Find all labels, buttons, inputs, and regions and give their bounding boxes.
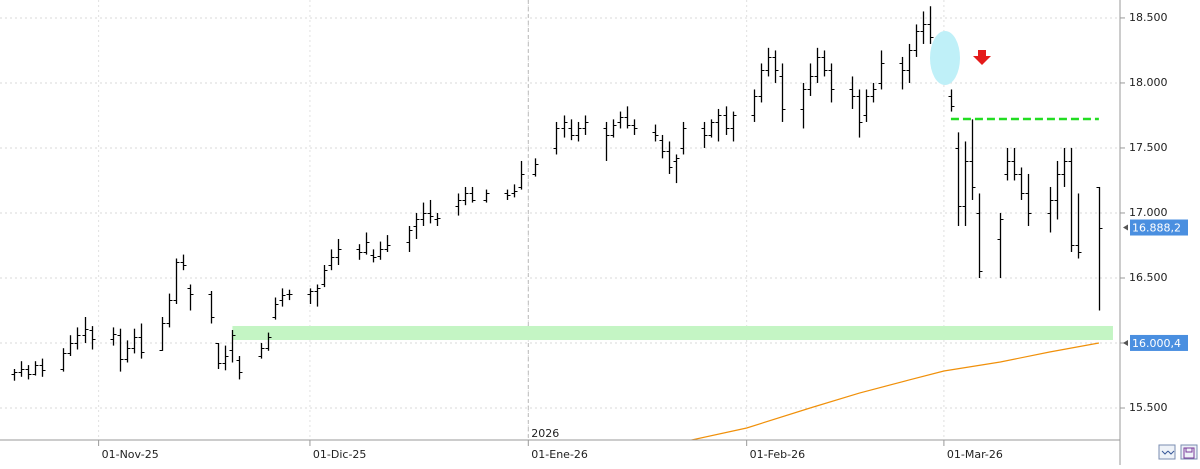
last-price-box bbox=[1130, 219, 1188, 236]
x-tick-label: 01-Dic-25 bbox=[313, 448, 367, 461]
highlight-ellipse bbox=[930, 31, 960, 85]
down-arrow bbox=[973, 50, 991, 65]
y-tick-label: 15.500 bbox=[1129, 401, 1168, 414]
y-tick-label: 18.500 bbox=[1129, 11, 1168, 24]
last-price-pointer bbox=[1123, 224, 1128, 231]
x-tick-label: 01-Ene-26 bbox=[531, 448, 588, 461]
ma-value-pointer bbox=[1123, 339, 1128, 346]
save-icon bbox=[1183, 447, 1195, 459]
ma-value-box bbox=[1130, 334, 1188, 351]
x-tick-label: 01-Mar-26 bbox=[947, 448, 1003, 461]
y-tick-label: 17.500 bbox=[1129, 141, 1168, 154]
moving-average-line bbox=[688, 342, 1100, 440]
y-tick-label: 16.500 bbox=[1129, 271, 1168, 284]
x-tick-label: 01-Nov-25 bbox=[102, 448, 159, 461]
scale-icon bbox=[1161, 450, 1175, 455]
y-tick-label: 18.000 bbox=[1129, 76, 1168, 89]
year-marker-label: 2026 bbox=[531, 427, 559, 440]
y-tick-label: 17.000 bbox=[1129, 206, 1168, 219]
ma-value-label: 16.000,4 bbox=[1132, 337, 1181, 350]
x-tick-label: 01-Feb-26 bbox=[750, 448, 805, 461]
last-price-label: 16.888,2 bbox=[1132, 222, 1181, 235]
support-band bbox=[232, 325, 1113, 341]
